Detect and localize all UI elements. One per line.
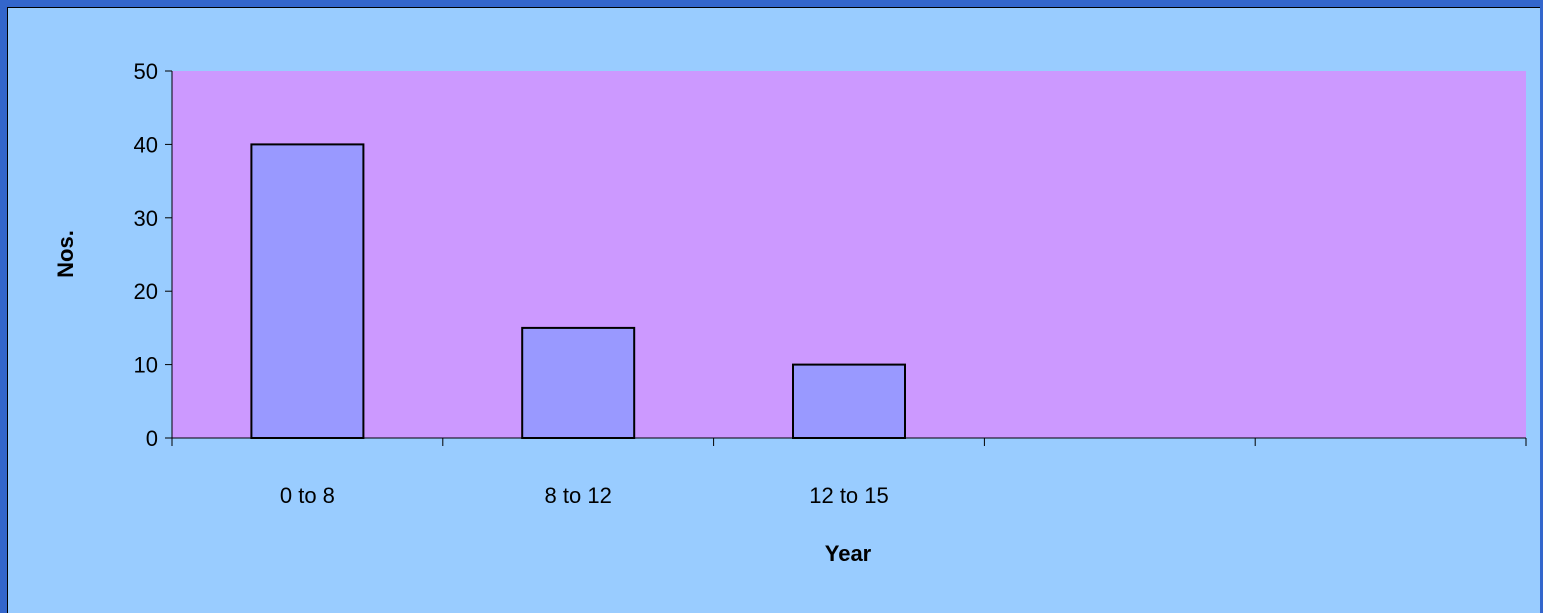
bar-1	[250, 143, 365, 439]
x-ticks-group: 0 to 8 8 to 12 12 to 15	[171, 438, 1527, 508]
y-tick-label: 20	[134, 279, 158, 304]
y-tick-label: 40	[134, 132, 158, 157]
x-axis-title: Year	[825, 541, 872, 566]
bars-group	[250, 143, 906, 440]
y-axis-title: Nos.	[53, 230, 78, 278]
y-tick-label: 30	[134, 206, 158, 231]
x-tick-label: 12 to 15	[809, 483, 889, 508]
y-tick-label: 10	[134, 353, 158, 378]
y-tick-label: 50	[134, 59, 158, 84]
bar-3	[792, 363, 906, 440]
x-tick-label: 0 to 8	[280, 483, 335, 508]
y-tick-label: 0	[146, 426, 158, 451]
y-ticks-group: 0 10 20 30 40 50	[134, 59, 172, 451]
x-tick-label: 8 to 12	[545, 483, 612, 508]
bar-2	[521, 326, 636, 439]
